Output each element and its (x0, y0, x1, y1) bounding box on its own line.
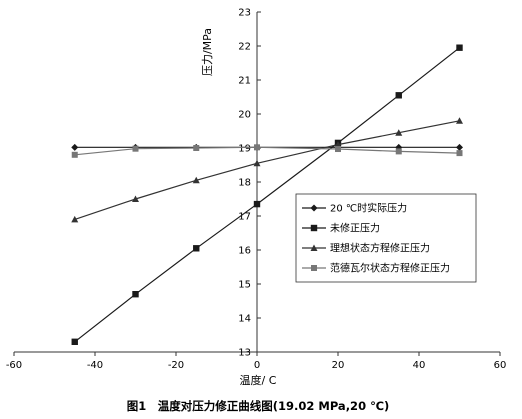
data-point (132, 145, 139, 152)
data-point (253, 159, 261, 167)
y-tick-label: 17 (238, 212, 251, 223)
data-point (71, 151, 78, 158)
data-point (335, 146, 341, 153)
data-point (193, 245, 200, 252)
figure-caption: 图1 温度对压力修正曲线图(19.02 MPa,20 ℃) (127, 399, 390, 413)
legend-swatch-marker (310, 204, 318, 212)
data-point (456, 150, 463, 157)
legend-swatch-marker (311, 265, 317, 271)
data-point (456, 117, 463, 124)
y-tick-label: 13 (238, 348, 251, 359)
y-tick: 14 (238, 314, 261, 325)
data-point (71, 215, 79, 223)
x-tick: 40 (413, 352, 426, 371)
data-point (395, 92, 402, 99)
data-point (395, 129, 403, 136)
legend-entry-4: 范德瓦尔状态方程修正压力 (302, 262, 450, 275)
legend-entry-2: 未修正压力 (302, 222, 380, 235)
legend-label: 理想状态方程修正压力 (330, 242, 430, 255)
y-tick-label: 16 (238, 246, 251, 257)
x-tick-label: -40 (87, 360, 103, 371)
data-point (71, 143, 79, 151)
y-tick: 17 (238, 212, 261, 223)
series-4 (71, 144, 463, 158)
y-tick: 22 (238, 42, 261, 53)
x-tick: 20 (332, 352, 345, 371)
x-tick-label: -60 (6, 360, 22, 371)
x-ticks: -60 -40 -20 0 20 40 60 (6, 352, 507, 371)
data-point (193, 145, 200, 151)
x-tick: 0 (254, 352, 260, 371)
legend-entry-3: 理想状态方程修正压力 (302, 242, 430, 255)
y-tick: 20 (238, 110, 261, 121)
series-layer (71, 44, 463, 345)
legend-swatch-marker (310, 244, 318, 251)
data-point (253, 200, 261, 208)
x-tick-label: 20 (332, 360, 345, 371)
legend-label: 范德瓦尔状态方程修正压力 (330, 262, 450, 275)
data-point (334, 141, 342, 148)
series-3 (71, 117, 463, 223)
y-axis-label: 压力/MPa (201, 28, 214, 76)
x-axis-label: 温度/ C (240, 373, 277, 387)
y-tick: 15 (238, 280, 261, 291)
y-tick-label: 15 (238, 280, 251, 291)
legend-entry-1: 20 ℃时实际压力 (302, 202, 407, 215)
y-tick-label: 22 (238, 42, 251, 53)
y-tick-label: 19 (238, 144, 251, 155)
data-point (456, 44, 463, 51)
y-tick-label: 23 (238, 8, 251, 19)
legend-label: 20 ℃时实际压力 (330, 202, 407, 215)
data-point (71, 338, 78, 345)
y-ticks: 13 14 15 16 17 18 19 20 21 22 23 (238, 8, 261, 359)
y-tick-label: 20 (238, 110, 251, 121)
y-tick-label: 18 (238, 178, 251, 189)
x-tick: -60 (6, 352, 22, 371)
x-tick: 60 (494, 352, 507, 371)
y-tick-label: 14 (238, 314, 251, 325)
data-point (192, 176, 200, 184)
legend-swatch-marker (310, 224, 318, 232)
x-tick: -40 (87, 352, 103, 371)
x-tick-label: 60 (494, 360, 507, 371)
data-point (395, 148, 402, 155)
y-tick: 16 (238, 246, 261, 257)
y-tick-label: 21 (238, 76, 251, 87)
y-tick: 18 (238, 178, 261, 189)
x-tick-label: -20 (168, 360, 184, 371)
data-point (254, 144, 260, 151)
legend-label: 未修正压力 (330, 222, 380, 235)
data-point (132, 195, 139, 202)
legend-box (295, 193, 477, 283)
y-tick: 21 (238, 76, 261, 87)
data-point (132, 291, 139, 298)
y-tick: 23 (238, 8, 261, 19)
x-tick: -20 (168, 352, 184, 371)
y-tick: 13 (238, 348, 261, 359)
x-tick-label: 0 (254, 360, 260, 371)
data-point (456, 143, 463, 151)
x-tick-label: 40 (413, 360, 426, 371)
